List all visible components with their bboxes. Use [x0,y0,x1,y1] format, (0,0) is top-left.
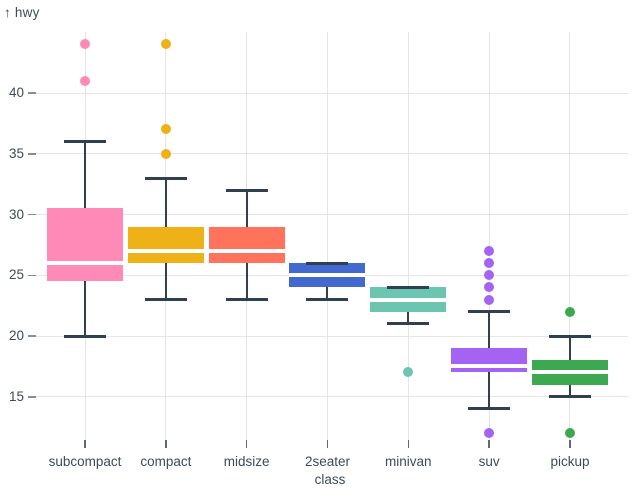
whisker-cap-subcompact [64,140,106,144]
x-gridline [569,32,571,440]
whisker-cap-subcompact [64,334,106,338]
y-tick-label: 25 [8,267,24,283]
y-tick-label: 35 [8,145,24,161]
x-tick [84,440,86,448]
outlier-dot-suv [484,428,495,439]
x-tick [488,440,490,448]
y-gridline [36,335,628,337]
whisker-cap-pickup [548,334,591,338]
x-gridline [488,32,490,440]
outlier-dot-compact [160,148,171,159]
x-tick-label-compact: compact [140,454,192,469]
y-gridline [36,92,628,94]
y-tick [28,335,36,337]
whisker-cap-2seater [306,261,349,265]
x-tick [245,440,248,448]
whisker-cap-suv [468,310,511,314]
outlier-dot-suv [484,294,495,305]
box-subcompact [47,208,123,282]
whisker-cap-minivan [387,322,430,326]
whisker-cap-minivan [387,285,430,289]
x-tick [569,440,571,448]
outlier-dot-suv [484,270,495,281]
y-axis-title: ↑ hwy [4,5,40,20]
whisker-cap-2seater [306,298,349,302]
median-suv [451,364,528,369]
box-suv [451,348,528,373]
x-tick [407,440,410,448]
median-subcompact [47,261,123,266]
outlier-dot-compact [160,39,171,50]
whisker-cap-pickup [548,395,591,399]
median-pickup [531,370,608,375]
x-gridline [326,32,328,440]
y-tick-label: 30 [8,206,24,222]
y-tick-label: 15 [8,388,24,404]
x-axis-title: class [314,472,346,487]
x-tick-label-subcompact: subcompact [48,454,122,469]
median-2seater [289,273,366,278]
y-tick [28,153,36,155]
x-tick [326,440,329,448]
y-gridline [36,214,628,215]
outlier-dot-subcompact [80,39,90,50]
box-midsize [208,226,285,264]
y-axis-title-text: hwy [14,5,40,20]
x-tick-label-minivan: minivan [385,454,432,469]
median-minivan [370,297,447,302]
y-tick [28,274,36,276]
x-tick-label-pickup: pickup [550,454,590,469]
y-gridline [36,396,628,398]
x-tick [165,440,167,448]
x-tick-label-2seater: 2seater [304,454,350,469]
whisker-cap-compact [144,298,187,302]
x-gridline [407,32,409,440]
outlier-dot-suv [484,258,495,269]
outlier-dot-pickup [564,306,575,317]
y-tick-label: 20 [8,328,24,343]
up-arrow-icon: ↑ [4,5,11,20]
y-tick [28,396,36,398]
whisker-cap-compact [144,176,187,180]
outlier-dot-minivan [403,367,414,378]
x-tick-label-suv: suv [478,454,500,469]
x-tick-label-midsize: midsize [223,454,270,469]
y-tick [28,92,36,94]
y-tick-label: 40 [8,85,24,100]
whisker-cap-midsize [225,298,268,302]
y-gridline [36,153,628,155]
y-tick [28,213,36,216]
outlier-dot-compact [160,124,171,135]
box-compact [127,226,204,264]
outlier-dot-suv [484,282,495,293]
outlier-dot-subcompact [80,75,90,86]
whisker-cap-midsize [225,188,268,192]
median-midsize [208,248,285,253]
whisker-cap-suv [468,407,511,411]
outlier-dot-suv [484,245,495,256]
median-compact [127,248,204,253]
outlier-dot-pickup [564,428,575,439]
